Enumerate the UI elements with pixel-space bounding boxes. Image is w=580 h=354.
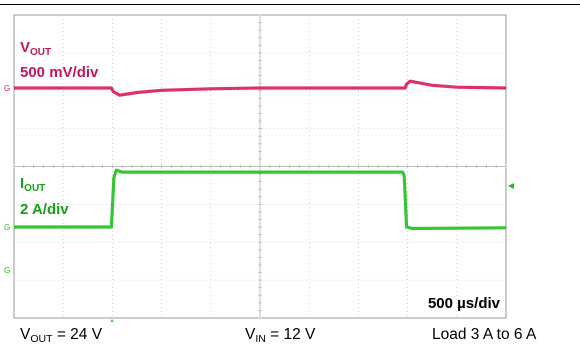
- caption-vin: VIN = 12 V: [245, 326, 316, 345]
- top-border: [0, 4, 580, 5]
- vout-scale-label: 500 mV/div: [20, 64, 99, 81]
- oscilloscope-display: G G G VOUT 500 mV/div IOUT 2 A/div 500 µs/…: [4, 14, 514, 322]
- caption-load: Load 3 A to 6 A: [432, 326, 537, 343]
- channel-ref-marker: G: [4, 84, 10, 93]
- vout-channel-label: VOUT: [20, 39, 51, 58]
- iout-channel-label: IOUT: [20, 175, 45, 194]
- caption-vout: VOUT = 24 V: [20, 326, 103, 345]
- iout-scale-label: 2 A/div: [20, 201, 69, 218]
- trace-vout: [14, 79, 507, 97]
- channel-markers: G G G: [4, 84, 514, 322]
- timebase-label: 500 µs/div: [428, 295, 501, 312]
- channel-ref-marker: G: [4, 266, 10, 275]
- channel-ref-marker: G: [4, 223, 10, 232]
- trace-iout: [14, 168, 507, 231]
- scope-grid: [13, 14, 507, 319]
- trigger-level-arrow: [508, 183, 514, 189]
- trigger-position-arrow: [110, 319, 114, 322]
- scope-traces: [14, 79, 507, 231]
